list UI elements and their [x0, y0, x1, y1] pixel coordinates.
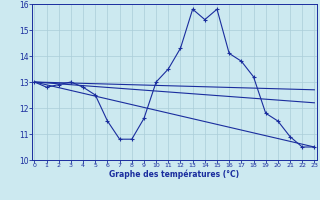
X-axis label: Graphe des températures (°C): Graphe des températures (°C)	[109, 170, 239, 179]
